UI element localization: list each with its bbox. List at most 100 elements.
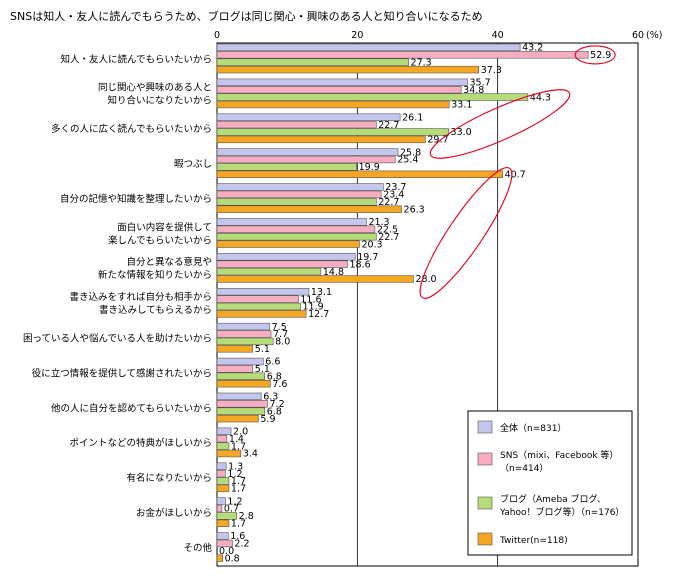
bar [216, 86, 462, 94]
value-label: 1.4 [229, 434, 244, 445]
category-label: ポイントなどの特典がほしいから [69, 437, 212, 449]
bar [216, 462, 227, 470]
category-label: 自分と異なる意見や [126, 256, 212, 268]
bar [216, 302, 301, 311]
value-label: 6.3 [263, 392, 278, 403]
value-label: 12.7 [308, 309, 329, 320]
legend-label: ブログ（Ameba ブログ、 [500, 493, 606, 505]
value-label: 22.7 [378, 232, 399, 243]
value-label: 35.7 [469, 78, 490, 89]
category-label: 面白い内容を提供して [117, 221, 212, 233]
bar [216, 365, 254, 373]
value-label: 1.7 [231, 519, 246, 530]
value-label: 7.2 [270, 399, 285, 410]
legend-label: SNS（mixi、Facebook 等） [500, 449, 618, 461]
bar [216, 337, 274, 346]
value-label: 28.0 [415, 274, 436, 285]
bar [216, 407, 266, 415]
value-label: 1.7 [231, 441, 246, 452]
bar [216, 427, 232, 435]
x-tick-label: 0 [214, 30, 220, 41]
value-label: 2.8 [239, 511, 254, 522]
value-label: 21.3 [368, 217, 389, 228]
bar [216, 135, 426, 144]
bar [216, 504, 223, 513]
value-label: 26.1 [402, 112, 423, 123]
value-label: 23.7 [385, 182, 406, 193]
bar [216, 519, 230, 528]
bar [216, 449, 242, 458]
bar [216, 539, 233, 548]
bar [216, 379, 271, 388]
value-label: 1.6 [230, 531, 245, 542]
bar [216, 128, 449, 136]
bar [216, 43, 521, 52]
value-label: 6.8 [267, 372, 282, 383]
bar [216, 392, 262, 401]
category-label: お金がほしいから [136, 507, 212, 519]
bar [216, 198, 377, 206]
bar [216, 372, 266, 380]
bar [216, 400, 268, 408]
value-label: 7.5 [272, 322, 287, 333]
x-tick-label: 60 [632, 30, 644, 41]
value-label: 33.1 [451, 100, 472, 111]
value-label: 29.7 [427, 135, 448, 146]
bar [216, 148, 399, 156]
legend-label: 全体（n=831） [500, 422, 566, 434]
value-label: 3.4 [243, 449, 258, 460]
category-label: その他 [183, 542, 212, 554]
value-label: 23.4 [383, 190, 404, 201]
bar [216, 93, 529, 101]
value-label: 11.6 [300, 294, 321, 305]
value-label: 11.9 [302, 302, 323, 313]
bar [216, 497, 226, 505]
category-label: 困っている人や悩んでいる人を助けたいから [23, 333, 212, 345]
value-label: 14.8 [323, 267, 344, 278]
value-label: 37.3 [481, 65, 502, 76]
bar [216, 287, 310, 296]
value-label: 0.0 [219, 546, 234, 557]
category-label: 知り合いになりたいから [107, 95, 212, 107]
legend-label: Yahoo！ブログ等）（n=176） [499, 506, 624, 518]
legend-swatch [477, 532, 493, 546]
bar [216, 260, 348, 268]
value-label: 5.1 [255, 364, 270, 375]
bar [216, 58, 409, 66]
value-label: 6.8 [267, 406, 282, 417]
bar [216, 532, 229, 540]
value-label: 52.9 [590, 50, 611, 61]
category-label: 暇つぶし [174, 159, 212, 170]
value-label: 8.0 [275, 337, 290, 348]
value-label: 7.7 [273, 329, 288, 340]
highlight-ellipse [574, 45, 616, 65]
bar [216, 414, 259, 423]
value-label: 5.1 [255, 344, 270, 355]
value-label: 25.8 [400, 147, 421, 158]
category-label: 新たな情報を知りたいから [98, 269, 212, 281]
chart-title: SNSは知人・友人に読んでもらうため、ブログは同じ関心・興味のある人と知り合いに… [10, 10, 483, 23]
value-label: 44.3 [530, 92, 551, 103]
category-label: 知人・友人に読んでもらいたいから [60, 53, 212, 65]
value-label: 1.7 [231, 484, 246, 495]
bar [216, 267, 322, 276]
bar [216, 120, 377, 129]
bar [216, 442, 230, 450]
bar [216, 469, 226, 478]
category-label: 同じ関心や興味のある人と [98, 82, 212, 94]
bar [216, 322, 270, 331]
category-label: 書き込みをすれば自分も相手から [69, 291, 212, 303]
highlight-ellipse [419, 167, 513, 299]
bar [216, 434, 228, 443]
bar [216, 100, 450, 109]
value-label: 1.2 [227, 496, 242, 507]
value-label: 26.3 [404, 204, 425, 215]
category-label: 書き込みしてもらえるから [99, 304, 212, 316]
bar [216, 225, 376, 233]
bar [216, 345, 254, 353]
legend-label: Twitter(n=118) [499, 536, 568, 546]
legend-swatch [477, 452, 493, 466]
bar [216, 357, 264, 366]
value-label: 27.3 [411, 57, 432, 68]
bar [216, 155, 396, 164]
